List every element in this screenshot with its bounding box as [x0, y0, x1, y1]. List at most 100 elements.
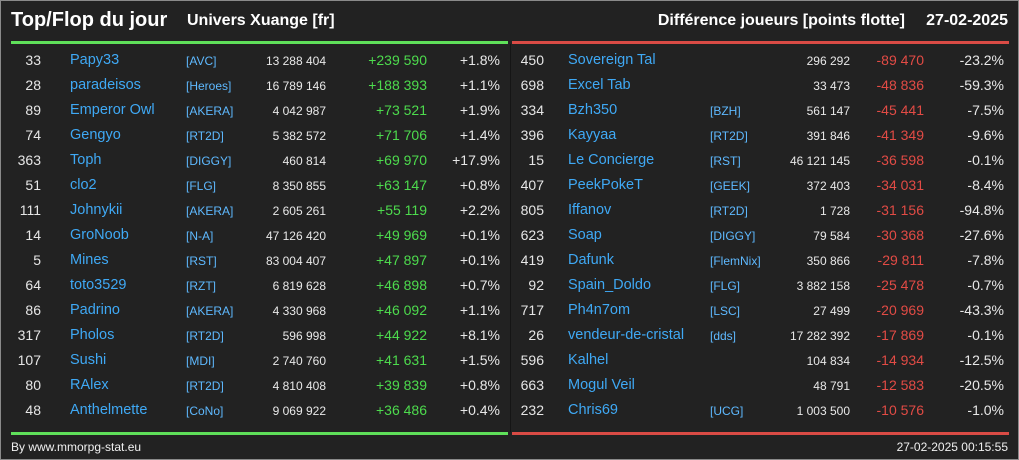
- player-points: 596 998: [282, 329, 326, 343]
- guild-tag-link[interactable]: [MDI]: [186, 354, 215, 368]
- player-name-link[interactable]: Excel Tab: [568, 77, 631, 93]
- percent-change: +0.8%: [459, 377, 500, 393]
- player-name-link[interactable]: Iffanov: [568, 202, 612, 218]
- top-accent-bar-bottom: [11, 432, 508, 435]
- player-name-link[interactable]: Sushi: [70, 352, 107, 368]
- guild-tag-link[interactable]: [RST]: [710, 154, 741, 168]
- points-difference: -30 368: [876, 227, 924, 243]
- guild-tag-link[interactable]: [AKERA]: [186, 204, 234, 218]
- percent-change: -59.3%: [959, 77, 1004, 93]
- player-rank: 80: [25, 377, 41, 393]
- player-points: 6 819 628: [272, 279, 326, 293]
- guild-tag-link[interactable]: [RT2D]: [186, 329, 224, 343]
- player-rank: 450: [520, 52, 544, 68]
- guild-tag-link[interactable]: [DIGGY]: [710, 229, 756, 243]
- guild-tag-link[interactable]: [RT2D]: [710, 129, 748, 143]
- player-rank: 805: [520, 202, 544, 218]
- player-name-link[interactable]: Mines: [70, 252, 109, 268]
- percent-change: -43.3%: [959, 302, 1004, 318]
- guild-tag-link[interactable]: [GEEK]: [710, 179, 751, 193]
- guild-tag-link[interactable]: [FlemNix]: [710, 254, 761, 268]
- percent-change: +0.1%: [459, 252, 500, 268]
- player-points: 46 121 145: [789, 154, 850, 168]
- player-name-link[interactable]: GroNoob: [70, 227, 129, 243]
- guild-tag-link[interactable]: [RT2D]: [186, 129, 224, 143]
- player-name-link[interactable]: Padrino: [70, 302, 120, 318]
- player-points: 1 003 500: [796, 404, 850, 418]
- percent-change: -27.6%: [959, 227, 1004, 243]
- player-name-link[interactable]: Anthelmette: [70, 402, 148, 418]
- guild-tag-link[interactable]: [FLG]: [710, 279, 741, 293]
- table-row: 663 Mogul Veil 48 791 -12 583 -20.5%: [512, 373, 1009, 398]
- table-row: 407 PeekPokeT [GEEK] 372 403 -34 031 -8.4%: [512, 173, 1009, 198]
- guild-tag-link[interactable]: [RZT]: [186, 279, 216, 293]
- player-name-link[interactable]: Sovereign Tal: [568, 52, 656, 68]
- points-difference: -12 583: [876, 377, 924, 393]
- guild-tag-link[interactable]: [CoNo]: [186, 404, 224, 418]
- percent-change: -12.5%: [959, 352, 1004, 368]
- percent-change: +1.1%: [459, 77, 500, 93]
- player-points: 1 728: [819, 204, 850, 218]
- guild-tag-link[interactable]: [N-A]: [186, 229, 214, 243]
- player-name-link[interactable]: Johnykii: [70, 202, 123, 218]
- player-name-link[interactable]: Kayyaa: [568, 127, 617, 143]
- guild-tag-link[interactable]: [DIGGY]: [186, 154, 232, 168]
- player-name-link[interactable]: Chris69: [568, 402, 618, 418]
- player-name-link[interactable]: Le Concierge: [568, 152, 655, 168]
- guild-tag-link[interactable]: [RST]: [186, 254, 217, 268]
- player-name-link[interactable]: RAlex: [70, 377, 109, 393]
- percent-change: +17.9%: [452, 152, 500, 168]
- player-points: 33 473: [813, 79, 850, 93]
- table-row: 396 Kayyaa [RT2D] 391 846 -41 349 -9.6%: [512, 123, 1009, 148]
- player-rank: 334: [520, 102, 544, 118]
- guild-tag-link[interactable]: [AKERA]: [186, 304, 234, 318]
- player-points: 48 791: [813, 379, 850, 393]
- player-rank: 15: [528, 152, 544, 168]
- flop-list: 450 Sovereign Tal 296 292 -89 470 -23.2% 698 E…: [512, 48, 1009, 423]
- player-name-link[interactable]: Mogul Veil: [568, 377, 635, 393]
- player-points: 83 004 407: [265, 254, 326, 268]
- player-name-link[interactable]: Soap: [568, 227, 602, 243]
- table-row: 14 GroNoob [N-A] 47 126 420 +49 969 +0.1%: [11, 223, 508, 248]
- player-name-link[interactable]: paradeisos: [70, 77, 141, 93]
- player-name-link[interactable]: Emperor Owl: [70, 102, 155, 118]
- player-name-link[interactable]: vendeur-de-cristal: [568, 327, 685, 343]
- guild-tag-link[interactable]: [Heroes]: [186, 79, 232, 93]
- guild-tag-link[interactable]: [UCG]: [710, 404, 744, 418]
- player-name-link[interactable]: Gengyo: [70, 127, 121, 143]
- guild-tag-link[interactable]: [BZH]: [710, 104, 741, 118]
- player-rank: 33: [25, 52, 41, 68]
- player-name-link[interactable]: PeekPokeT: [568, 177, 643, 193]
- guild-tag-link[interactable]: [FLG]: [186, 179, 217, 193]
- player-name-link[interactable]: Spain_Doldo: [568, 277, 652, 293]
- top-panel: 33 Papy33 [AVC] 13 288 404 +239 590 +1.8% 28 pa…: [11, 41, 508, 435]
- percent-change: +0.7%: [459, 277, 500, 293]
- points-difference: -10 576: [876, 402, 924, 418]
- guild-tag-link[interactable]: [LSC]: [710, 304, 741, 318]
- points-difference: -41 349: [876, 127, 924, 143]
- player-rank: 92: [528, 277, 544, 293]
- player-name-link[interactable]: Kalhel: [568, 352, 609, 368]
- points-difference: +49 969: [376, 227, 427, 243]
- guild-tag-link[interactable]: [AVC]: [186, 54, 217, 68]
- player-rank: 28: [25, 77, 41, 93]
- guild-tag-link[interactable]: [dds]: [710, 329, 737, 343]
- player-name-link[interactable]: Papy33: [70, 52, 120, 68]
- player-name-link[interactable]: Dafunk: [568, 252, 614, 268]
- guild-tag-link[interactable]: [RT2D]: [186, 379, 224, 393]
- player-name-link[interactable]: Pholos: [70, 327, 115, 343]
- player-name-link[interactable]: Ph4n7om: [568, 302, 631, 318]
- guild-tag-link[interactable]: [RT2D]: [710, 204, 748, 218]
- player-points: 372 403: [806, 179, 850, 193]
- player-name-link[interactable]: toto3529: [70, 277, 127, 293]
- points-difference: +46 898: [376, 277, 427, 293]
- points-difference: +71 706: [376, 127, 427, 143]
- player-points: 4 810 408: [272, 379, 326, 393]
- table-row: 805 Iffanov [RT2D] 1 728 -31 156 -94.8%: [512, 198, 1009, 223]
- player-name-link[interactable]: Toph: [70, 152, 102, 168]
- points-difference: -34 031: [876, 177, 924, 193]
- player-name-link[interactable]: Bzh350: [568, 102, 618, 118]
- player-name-link[interactable]: clo2: [70, 177, 97, 193]
- guild-tag-link[interactable]: [AKERA]: [186, 104, 234, 118]
